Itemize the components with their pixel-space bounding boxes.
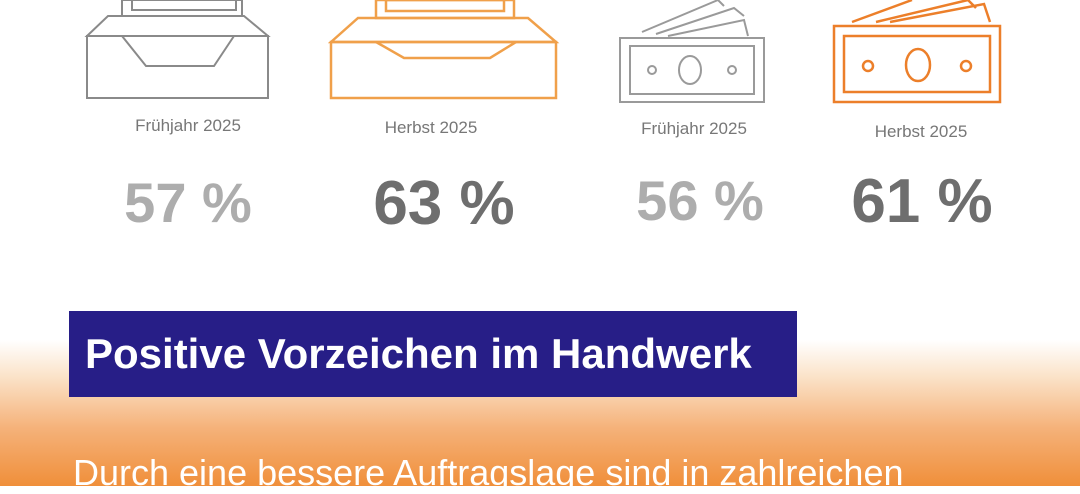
percentage-value-4: 61 %	[851, 167, 993, 236]
season-label-4: Herbst 2025	[874, 122, 968, 141]
percentage-value-1: 57 %	[124, 171, 252, 234]
headline-banner: Positive Vorzeichen im Handwerk	[69, 311, 797, 397]
banknote-icon	[619, 0, 765, 103]
inbox-tray-icon	[328, 0, 560, 100]
inbox-tray-icon	[84, 0, 271, 99]
headline-text: Positive Vorzeichen im Handwerk	[85, 330, 752, 377]
banknote-icon	[832, 0, 1002, 104]
percentage-value-2: 63 %	[373, 169, 515, 238]
season-label-2: Herbst 2025	[384, 118, 478, 137]
percentage-value-3: 56 %	[636, 169, 764, 232]
season-label-1: Frühjahr 2025	[135, 116, 241, 135]
season-label-3: Frühjahr 2025	[641, 119, 747, 138]
body-text: Durch eine bessere Auftragslage sind in …	[73, 452, 904, 493]
